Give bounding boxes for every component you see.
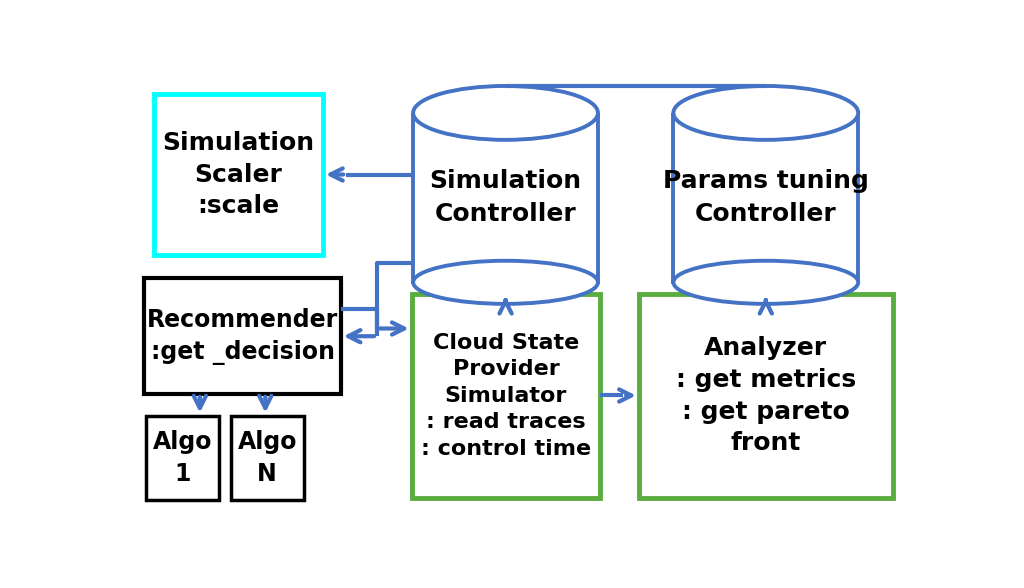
Ellipse shape: [674, 86, 858, 140]
Text: Params tuning
Controller: Params tuning Controller: [663, 169, 868, 226]
Polygon shape: [674, 113, 858, 282]
Text: Recommender
:get _decision: Recommender :get _decision: [147, 308, 338, 365]
Ellipse shape: [413, 260, 598, 304]
Text: Simulation
Scaler
:scale: Simulation Scaler :scale: [162, 131, 314, 218]
Bar: [412, 294, 600, 498]
Bar: [154, 93, 323, 255]
Bar: [144, 279, 341, 394]
Polygon shape: [413, 113, 598, 282]
Text: Simulation
Controller: Simulation Controller: [429, 169, 582, 226]
Text: Algo
N: Algo N: [238, 430, 297, 486]
Bar: [146, 416, 219, 500]
Text: Algo
1: Algo 1: [153, 430, 212, 486]
Text: Cloud State
Provider
Simulator
: read traces
: control time: Cloud State Provider Simulator : read tr…: [421, 333, 591, 459]
Bar: [230, 416, 304, 500]
Text: Analyzer
: get metrics
: get pareto
front: Analyzer : get metrics : get pareto fron…: [676, 336, 856, 455]
Ellipse shape: [413, 86, 598, 140]
Ellipse shape: [674, 260, 858, 304]
Bar: [639, 294, 893, 498]
